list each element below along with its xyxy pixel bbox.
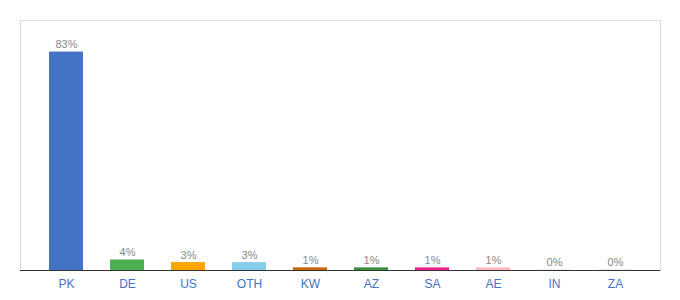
svg-text:KW: KW <box>301 277 321 291</box>
svg-text:0%: 0% <box>547 256 563 268</box>
svg-text:AE: AE <box>485 277 501 291</box>
svg-text:1%: 1% <box>303 254 319 266</box>
svg-text:1%: 1% <box>364 254 380 266</box>
svg-text:3%: 3% <box>242 249 258 261</box>
svg-text:IN: IN <box>549 277 561 291</box>
svg-text:ZA: ZA <box>608 277 623 291</box>
svg-text:0%: 0% <box>608 256 624 268</box>
svg-text:AZ: AZ <box>364 277 379 291</box>
svg-text:PK: PK <box>58 277 74 291</box>
svg-text:83%: 83% <box>55 38 77 50</box>
svg-text:1%: 1% <box>425 254 441 266</box>
svg-text:DE: DE <box>119 277 136 291</box>
svg-text:4%: 4% <box>120 246 136 258</box>
svg-text:US: US <box>180 277 197 291</box>
svg-text:SA: SA <box>424 277 440 291</box>
svg-text:3%: 3% <box>181 249 197 261</box>
svg-text:1%: 1% <box>486 254 502 266</box>
svg-text:OTH: OTH <box>237 277 262 291</box>
